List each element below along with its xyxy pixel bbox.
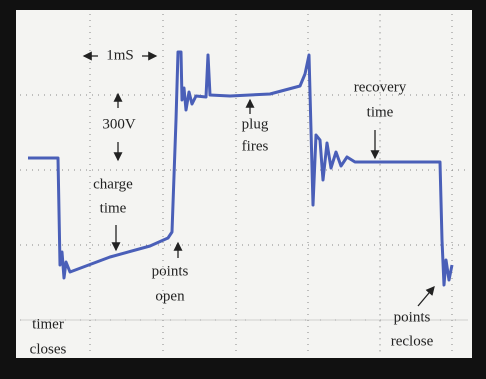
oscilloscope-diagram: 1mS 300V charge time plug fires recovery… xyxy=(0,0,486,379)
time-scale: 1mS xyxy=(106,47,134,63)
screen xyxy=(16,10,472,358)
points-open-1: points xyxy=(152,263,189,279)
points-reclose-1: points xyxy=(394,309,431,325)
charge-time-2: time xyxy=(100,200,127,216)
timer-closes-1: timer xyxy=(32,316,64,332)
points-reclose-2: reclose xyxy=(391,333,434,349)
plug-fires-1: plug xyxy=(242,116,269,132)
points-open-2: open xyxy=(155,288,185,304)
plug-fires-2: fires xyxy=(242,138,269,154)
voltage-scale: 300V xyxy=(102,116,136,132)
recovery-time-1: recovery xyxy=(354,79,407,95)
recovery-time-2: time xyxy=(367,104,394,120)
charge-time-1: charge xyxy=(93,176,133,192)
timer-closes-2: closes xyxy=(30,341,67,357)
